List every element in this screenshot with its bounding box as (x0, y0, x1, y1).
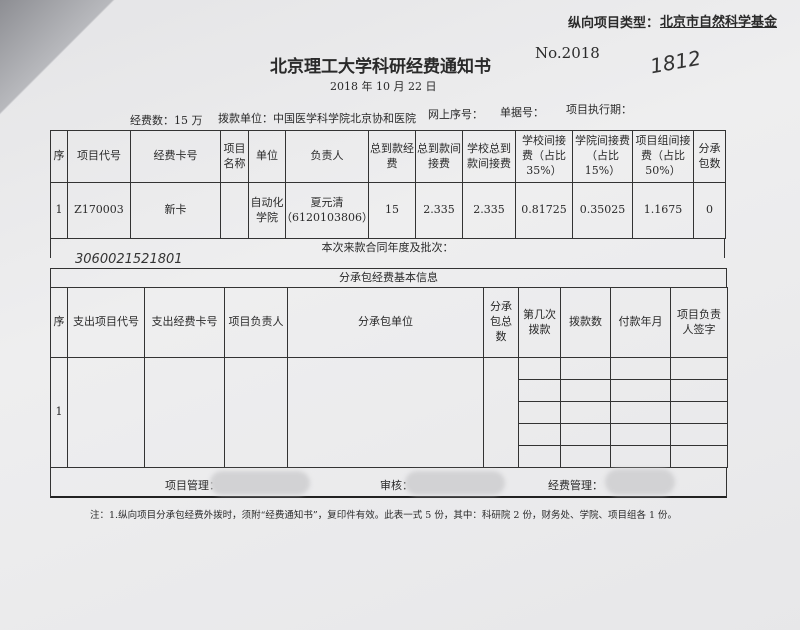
table-cell (610, 423, 671, 446)
finance-manager-label: 经费管理： (548, 479, 603, 492)
table-cell (560, 445, 611, 468)
column-header: 学院间接费（占比 15%） (572, 130, 633, 183)
table-cell: 新卡 (130, 182, 221, 239)
table-cell (518, 357, 561, 380)
contract-row: 本次来款合同年度及批次： (50, 238, 725, 258)
column-header: 经费卡号 (130, 130, 221, 183)
payer-unit: 拨款单位：中国医学科学院北京协和医院 (218, 112, 416, 125)
table-cell: 自动化学院 (248, 182, 286, 239)
table-cell: 2.335 (462, 182, 516, 239)
table-cell (560, 379, 611, 402)
table-cell: 1.1675 (632, 182, 694, 239)
column-header: 总到款经费 (368, 130, 416, 183)
notice-number: No.2018 (535, 44, 600, 62)
table-cell: 1 (50, 357, 68, 468)
column-header: 序 (50, 130, 68, 183)
handwritten-contract-number: 3060021521801 (75, 252, 183, 267)
column-header: 负责人 (285, 130, 369, 183)
table-cell (670, 401, 728, 424)
table-cell (670, 445, 728, 468)
funds-amount: 经费数：15 万 (130, 114, 203, 127)
table-cell: 0 (693, 182, 726, 239)
column-header: 学校总到款间接费 (462, 130, 516, 183)
table-cell (610, 379, 671, 402)
column-header: 项目组间接费（占比 50%） (632, 130, 694, 183)
column-header: 项目代号 (67, 130, 131, 183)
table-cell: 0.81725 (515, 182, 573, 239)
table-cell (560, 401, 611, 424)
column-header: 总到款间接费 (415, 130, 463, 183)
table-cell (224, 357, 288, 468)
redacted-signature (605, 469, 675, 495)
project-type-label: 纵向项目类型： (568, 16, 660, 31)
page-title: 北京理工大学科研经费通知书 (270, 57, 491, 77)
table-cell (220, 182, 249, 239)
column-header: 序 (50, 287, 68, 358)
table-cell (610, 357, 671, 380)
table-cell (67, 357, 145, 468)
column-header: 项目负责人 (224, 287, 288, 358)
column-header: 分承包数 (693, 130, 726, 183)
redacted-signature (210, 471, 310, 495)
table-cell: 0.35025 (572, 182, 633, 239)
paper-fold-shadow (0, 0, 130, 120)
receipt-no: 单据号： (500, 106, 544, 119)
redacted-signature (405, 471, 505, 495)
table-cell: 夏元清（6120103806） (281, 182, 373, 239)
subcontract-title-text: 分承包经费基本信息 (339, 270, 438, 284)
table-cell (518, 445, 561, 468)
column-header: 单位 (248, 130, 286, 183)
table-cell (518, 401, 561, 424)
table-cell (518, 379, 561, 402)
table-cell: 2.335 (415, 182, 463, 239)
table-cell (670, 357, 728, 380)
online-seq: 网上序号： (428, 108, 483, 121)
table-cell (144, 357, 225, 468)
execution-period: 项目执行期： (566, 103, 632, 116)
footnote: 注：1.纵向项目分承包经费外拨时，须附“经费通知书”，复印件有效。此表一式 5 … (90, 510, 678, 521)
table-cell (610, 445, 671, 468)
table-cell: 15 (368, 182, 416, 239)
column-header: 分承包总数 (483, 287, 519, 358)
column-header: 支出经费卡号 (144, 287, 225, 358)
table-cell (287, 357, 484, 468)
notice-date: 2018 年 10 月 22 日 (330, 80, 437, 93)
project-type-value: 北京市自然科学基金 (660, 15, 778, 30)
column-header: 支出项目代号 (67, 287, 145, 358)
table-cell (670, 423, 728, 446)
column-header: 学校间接费（占比 35%） (515, 130, 573, 183)
table-cell (560, 357, 611, 380)
contract-label: 本次来款合同年度及批次： (321, 241, 454, 255)
column-header: 项目名称 (220, 130, 249, 183)
table-cell (560, 423, 611, 446)
signature-row (50, 467, 727, 498)
column-header: 付款年月 (610, 287, 671, 358)
table-cell (483, 357, 519, 468)
table-cell: Z170003 (67, 182, 131, 239)
column-header: 拨款数 (560, 287, 611, 358)
table-cell (610, 401, 671, 424)
subcontract-section-title: 分承包经费基本信息 (50, 268, 727, 288)
project-manager-label: 项目管理： (165, 479, 220, 492)
audit-label: 审核： (380, 479, 413, 492)
table-cell: 1 (50, 182, 68, 239)
table-cell (670, 379, 728, 402)
column-header: 项目负责人签字 (670, 287, 728, 358)
column-header: 分承包单位 (287, 287, 484, 358)
column-header: 第几次拨款 (518, 287, 561, 358)
table-cell (518, 423, 561, 446)
